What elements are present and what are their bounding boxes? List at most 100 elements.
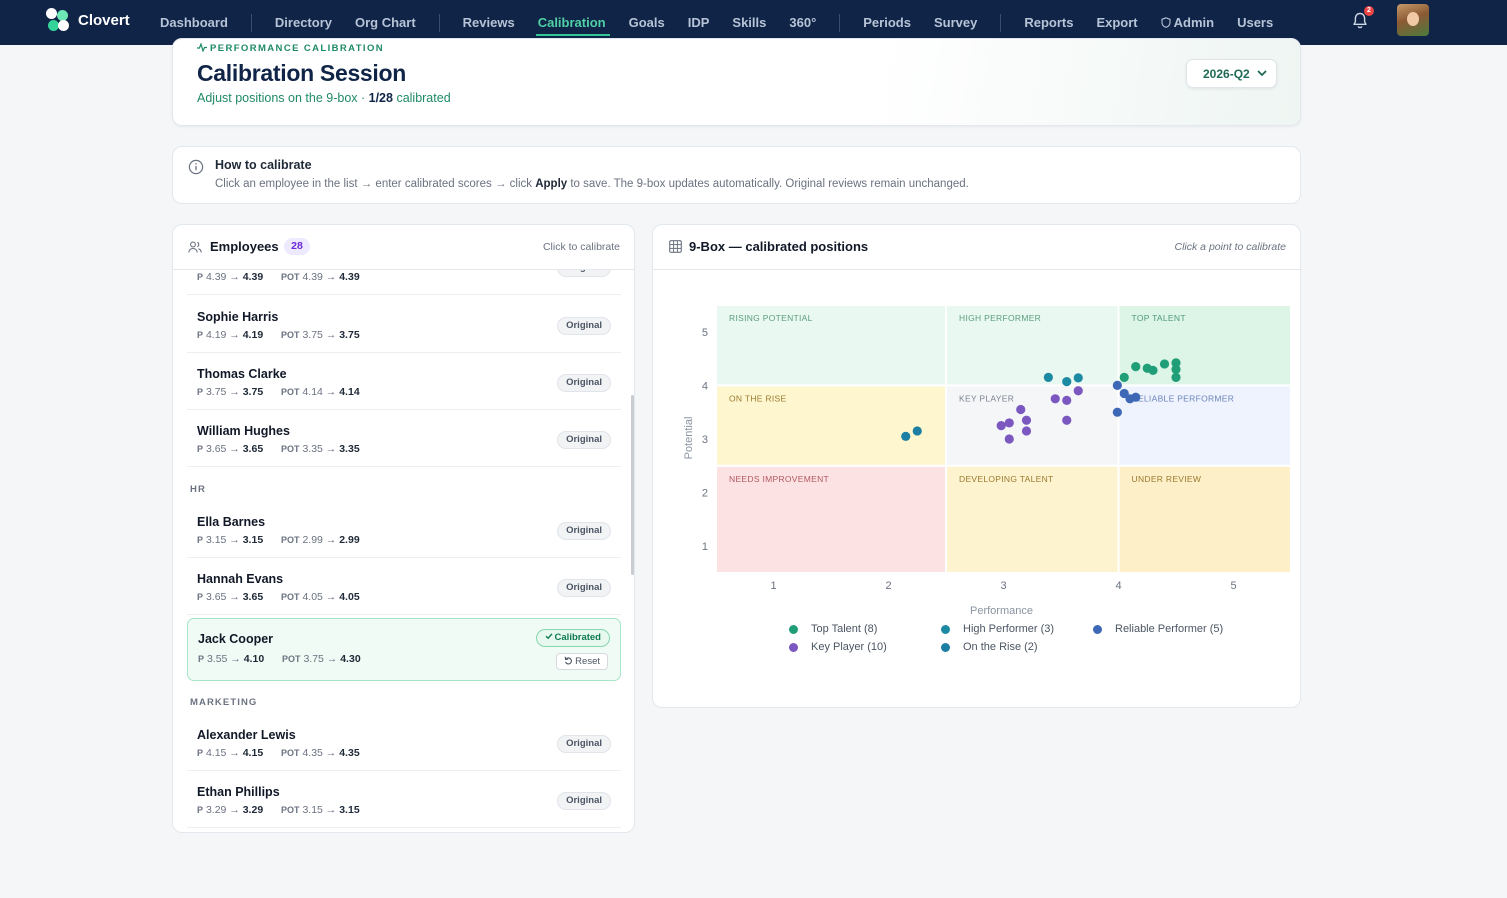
performance-label: P bbox=[197, 805, 204, 815]
user-avatar[interactable] bbox=[1397, 4, 1429, 36]
y-tick-label: 1 bbox=[702, 541, 708, 553]
potential-label: POT bbox=[281, 592, 300, 602]
clover-logo-icon bbox=[46, 8, 70, 32]
legend-dot bbox=[789, 624, 798, 634]
employee-point[interactable] bbox=[1062, 395, 1072, 406]
employee-point[interactable] bbox=[1119, 388, 1129, 399]
pulse-icon bbox=[197, 42, 207, 53]
employee-point[interactable] bbox=[1148, 365, 1158, 375]
nav-item-skills[interactable]: Skills bbox=[732, 0, 766, 45]
performance-label: P bbox=[197, 535, 204, 545]
employee-point[interactable] bbox=[1062, 415, 1072, 425]
employee-row[interactable]: Sophie Harris P 4.19 → 4.19 POT 3.75 → 3… bbox=[187, 296, 621, 353]
info-text-suffix: to save. The 9-box updates automatically… bbox=[567, 178, 969, 190]
performance-label: P bbox=[198, 654, 205, 664]
employee-row[interactable]: Ella Barnes P 3.15 → 3.15 POT 2.99 → 2.9… bbox=[187, 501, 621, 558]
employee-point[interactable] bbox=[1131, 392, 1141, 402]
legend-item[interactable]: Top Talent (8) bbox=[789, 623, 877, 635]
employee-row[interactable]: William Hughes P 3.65 → 3.65 POT 3.35 → … bbox=[187, 410, 621, 467]
arrow: → bbox=[229, 386, 240, 398]
employee-point[interactable] bbox=[1062, 377, 1072, 387]
legend-item[interactable]: High Performer (3) bbox=[941, 623, 1054, 635]
ninebox-cell-rising-potential bbox=[717, 306, 945, 385]
employee-point[interactable] bbox=[996, 421, 1006, 431]
employee-point[interactable] bbox=[1112, 407, 1122, 417]
employee-point[interactable] bbox=[1021, 426, 1032, 436]
nav-item-label: Calibration bbox=[537, 15, 606, 30]
ninebox-chart[interactable]: RISING POTENTIAL HIGH PERFORMER TOP TALENT… bbox=[653, 225, 1302, 625]
x-tick-label: 1 bbox=[770, 580, 776, 592]
nav-item-reviews[interactable]: Reviews bbox=[463, 0, 515, 45]
arrow: → bbox=[325, 747, 337, 759]
brand[interactable]: Clovert bbox=[46, 8, 130, 32]
employees-title: Employees bbox=[210, 239, 279, 254]
nav-item-admin[interactable]: Admin bbox=[1161, 0, 1214, 45]
employee-point[interactable] bbox=[912, 426, 922, 436]
potential-original: 3.35 bbox=[302, 443, 323, 455]
employee-point[interactable] bbox=[1171, 364, 1181, 374]
employee-point[interactable] bbox=[1004, 418, 1014, 428]
ninebox-cell-label: RELIABLE PERFORMER bbox=[1132, 393, 1235, 403]
employee-point[interactable] bbox=[1021, 415, 1032, 425]
employee-point[interactable] bbox=[1131, 362, 1141, 372]
nav-item-360[interactable]: 360° bbox=[789, 0, 816, 45]
potential-original: 4.05 bbox=[302, 591, 323, 603]
bell-icon[interactable] bbox=[1352, 12, 1368, 30]
legend-item[interactable]: On the Rise (2) bbox=[941, 641, 1038, 653]
nav-item-org-chart[interactable]: Org Chart bbox=[355, 0, 416, 45]
chart-legend: Top Talent (8) High Performer (3) Reliable… bbox=[789, 623, 1249, 663]
nav-item-idp[interactable]: IDP bbox=[688, 0, 710, 45]
employee-point[interactable] bbox=[901, 431, 911, 441]
ninebox-cell-on-the-rise bbox=[717, 386, 945, 465]
employee-list[interactable]: P 4.39 → 4.39 POT 4.39 → 4.39 OriginalSo… bbox=[173, 270, 634, 832]
employee-point[interactable] bbox=[1112, 380, 1122, 390]
potential-label: POT bbox=[281, 330, 300, 340]
ninebox-cell-label: NEEDS IMPROVEMENT bbox=[729, 474, 829, 484]
employee-point[interactable] bbox=[1050, 394, 1060, 404]
potential-label: POT bbox=[281, 272, 300, 282]
shield-icon bbox=[1161, 17, 1171, 28]
nav-item-directory[interactable]: Directory bbox=[275, 0, 332, 45]
employee-point[interactable] bbox=[1119, 372, 1129, 382]
employee-row[interactable]: Thomas Clarke P 3.75 → 3.75 POT 4.14 → 4… bbox=[187, 353, 621, 410]
nav-item-export[interactable]: Export bbox=[1096, 0, 1137, 45]
nav-item-periods[interactable]: Periods bbox=[863, 0, 911, 45]
original-badge: Original bbox=[557, 735, 611, 753]
legend-item[interactable]: Key Player (10) bbox=[789, 641, 887, 653]
nav-separator bbox=[839, 13, 841, 32]
nav-item-goals[interactable]: Goals bbox=[629, 0, 665, 45]
employee-row[interactable]: Ethan Phillips P 3.29 → 3.29 POT 3.15 → … bbox=[187, 771, 621, 828]
potential-calibrated: 4.14 bbox=[339, 386, 360, 398]
employee-point[interactable] bbox=[1004, 434, 1014, 444]
ninebox-cell-needs-improvement bbox=[717, 466, 945, 572]
nav-item-users[interactable]: Users bbox=[1237, 0, 1273, 45]
main-nav: Dashboard Directory Org Chart Reviews Calibr… bbox=[160, 0, 1296, 45]
legend-item[interactable]: Reliable Performer (5) bbox=[1093, 623, 1223, 635]
employee-row[interactable]: P 4.39 → 4.39 POT 4.39 → 4.39 Original bbox=[187, 270, 621, 295]
performance-original: 4.19 bbox=[205, 329, 227, 341]
employee-point[interactable] bbox=[1016, 404, 1026, 415]
performance-calibrated: 3.29 bbox=[242, 804, 264, 816]
period-select[interactable]: 2026-Q2 bbox=[1186, 59, 1277, 88]
nav-item-reports[interactable]: Reports bbox=[1024, 0, 1073, 45]
employee-list-scrollbar[interactable] bbox=[631, 395, 634, 575]
employee-point[interactable] bbox=[1171, 372, 1181, 382]
employee-point[interactable] bbox=[1159, 359, 1170, 369]
employee-row[interactable]: Hannah Evans P 3.65 → 3.65 POT 4.05 → 4.… bbox=[187, 558, 621, 615]
calibrated-badge: Calibrated bbox=[535, 629, 610, 647]
nav-item-survey[interactable]: Survey bbox=[934, 0, 977, 45]
employee-row[interactable]: Alexander Lewis P 4.15 → 4.15 POT 4.35 →… bbox=[187, 714, 621, 771]
x-axis-title: Performance bbox=[970, 605, 1033, 617]
users-icon bbox=[188, 241, 202, 253]
legend-dot bbox=[789, 642, 798, 652]
nav-item-calibration[interactable]: Calibration bbox=[535, 0, 610, 45]
employee-point[interactable] bbox=[1073, 386, 1083, 396]
employee-row[interactable]: Jack Cooper P 3.55 → 4.10 POT 3.75 → 4.3… bbox=[187, 618, 621, 681]
reset-button[interactable]: Reset bbox=[556, 653, 608, 670]
employee-point[interactable] bbox=[1073, 373, 1083, 383]
potential-calibrated: 2.99 bbox=[339, 534, 360, 546]
employee-point[interactable] bbox=[1171, 358, 1181, 368]
nav-item-dashboard[interactable]: Dashboard bbox=[160, 0, 228, 45]
nav-item-label: Directory bbox=[274, 15, 332, 30]
employee-point[interactable] bbox=[1043, 372, 1053, 382]
